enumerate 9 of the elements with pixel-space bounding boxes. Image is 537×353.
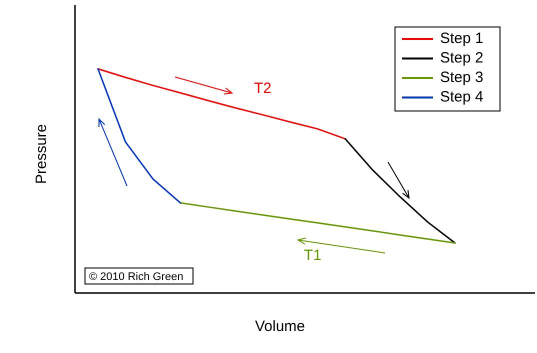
annotation: T1 (304, 246, 322, 264)
legend-label: Step 3 (440, 68, 484, 86)
legend-label: Step 2 (440, 49, 484, 66)
annotation: © 2010 Rich Green (89, 271, 184, 283)
annotation: T2 (254, 80, 272, 97)
y-axis-title: Pressure (33, 124, 50, 184)
legend-label: Step 4 (440, 88, 484, 106)
x-axis-title: Volume (254, 318, 306, 335)
legend-label: Step 1 (440, 30, 484, 47)
